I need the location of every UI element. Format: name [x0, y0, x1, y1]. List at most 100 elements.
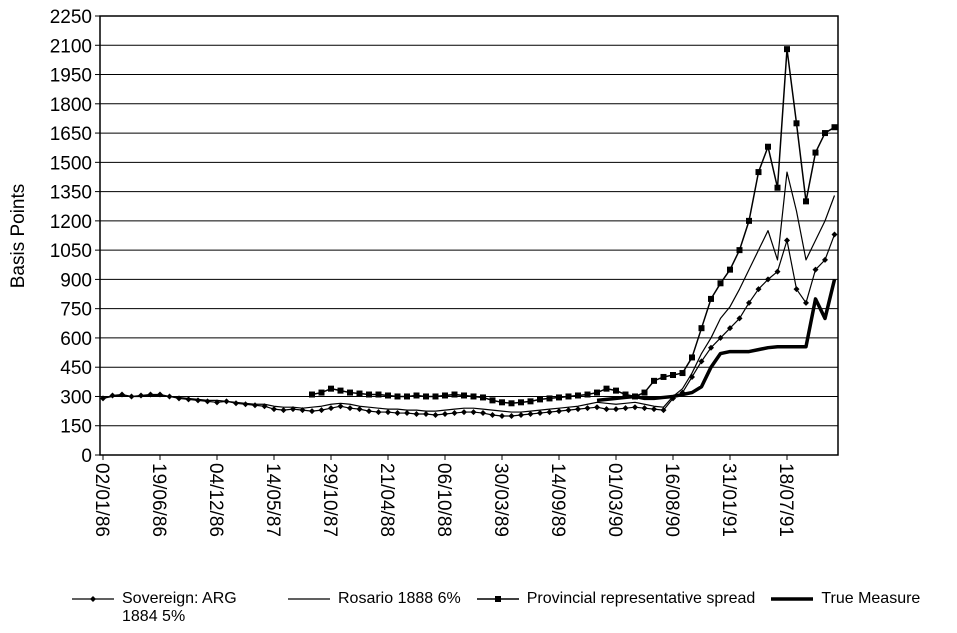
legend-label: Sovereign: ARG 1884 5%: [122, 590, 237, 625]
y-tick-label: 450: [60, 358, 92, 379]
point: [774, 268, 781, 275]
y-tick-label: 2250: [50, 7, 92, 28]
point: [204, 398, 211, 405]
point: [803, 299, 809, 306]
point: [793, 286, 800, 293]
point: [603, 385, 610, 392]
point: [622, 391, 629, 398]
point: [584, 391, 591, 398]
point: [803, 198, 809, 205]
point: [793, 120, 800, 127]
point: [584, 405, 591, 412]
point: [632, 404, 638, 411]
point: [233, 400, 239, 407]
point: [423, 411, 429, 418]
y-tick-label: 150: [60, 417, 92, 438]
x-tick-label: 14/05/87: [262, 463, 283, 537]
series-line: [596, 278, 837, 403]
legend-item: Provincial representative spread: [475, 590, 755, 626]
point: [594, 404, 600, 411]
point: [708, 295, 714, 302]
point: [470, 393, 477, 400]
point: [442, 411, 448, 418]
point: [461, 409, 467, 416]
legend-label: Rosario 1888 6%: [338, 590, 461, 607]
y-tick-label: 0: [81, 446, 92, 467]
point: [831, 124, 838, 131]
point: [375, 391, 382, 398]
point: [736, 315, 743, 322]
point: [812, 149, 819, 156]
point: [375, 409, 382, 416]
point: [651, 406, 657, 413]
point: [404, 410, 410, 417]
y-tick-label: 1800: [50, 95, 92, 116]
point: [185, 396, 192, 403]
point: [527, 411, 534, 418]
point: [518, 412, 524, 419]
point: [746, 299, 752, 306]
point: [347, 389, 353, 396]
point: [90, 596, 96, 602]
point: [413, 411, 420, 418]
point: [812, 266, 819, 273]
legend-item: Rosario 1888 6%: [286, 590, 461, 626]
y-tick-label: 300: [60, 387, 92, 408]
x-tick-label: 31/01/91: [718, 463, 739, 537]
legend-label: True Measure: [821, 590, 921, 607]
point: [546, 395, 553, 402]
point: [347, 405, 353, 412]
point: [689, 354, 695, 361]
point: [489, 397, 496, 404]
point: [679, 370, 686, 377]
point: [404, 393, 410, 400]
point: [109, 392, 116, 399]
point: [698, 325, 705, 332]
point: [698, 358, 705, 365]
point: [385, 392, 391, 399]
chart: Basis Points 0 150 300 450 600 750 900 1050 1200…: [8, 7, 839, 537]
point: [461, 392, 467, 399]
point: [432, 412, 439, 419]
y-tick-label: 1950: [50, 66, 92, 87]
point: [537, 396, 543, 403]
y-tick-label: 600: [60, 329, 92, 350]
point: [508, 400, 515, 407]
point: [565, 393, 572, 400]
point: [508, 412, 515, 419]
point: [242, 401, 249, 408]
y-axis-label: Basis Points: [8, 184, 29, 289]
point: [594, 389, 600, 396]
point: [299, 407, 306, 414]
point: [660, 373, 667, 380]
point: [394, 410, 401, 417]
legend-item: Sovereign: ARG 1884 5%: [70, 590, 272, 626]
point: [641, 405, 648, 412]
x-tick-label: 14/09/89: [547, 463, 568, 537]
point: [537, 410, 543, 417]
point: [755, 286, 762, 293]
point: [708, 344, 714, 351]
y-tick-label: 2100: [50, 36, 92, 57]
point: [337, 403, 344, 410]
y-tick-label: 1050: [50, 241, 92, 262]
point: [717, 280, 724, 287]
x-tick-label: 29/10/87: [319, 463, 340, 537]
series-line: [102, 234, 836, 417]
y-tick-label: 1200: [50, 212, 92, 233]
x-tick-label: 06/10/88: [433, 463, 454, 537]
point: [385, 409, 391, 416]
point: [138, 392, 144, 399]
point: [499, 399, 505, 406]
point: [556, 394, 562, 401]
point: [651, 377, 657, 384]
point: [366, 391, 372, 398]
point: [670, 372, 676, 379]
point: [499, 412, 505, 419]
point: [328, 385, 334, 392]
point: [318, 389, 325, 396]
legend: Sovereign: ARG 1884 5% Rosario 1888 6% Pro…: [70, 590, 950, 626]
point: [784, 237, 790, 244]
point: [527, 398, 534, 405]
point: [494, 596, 501, 602]
